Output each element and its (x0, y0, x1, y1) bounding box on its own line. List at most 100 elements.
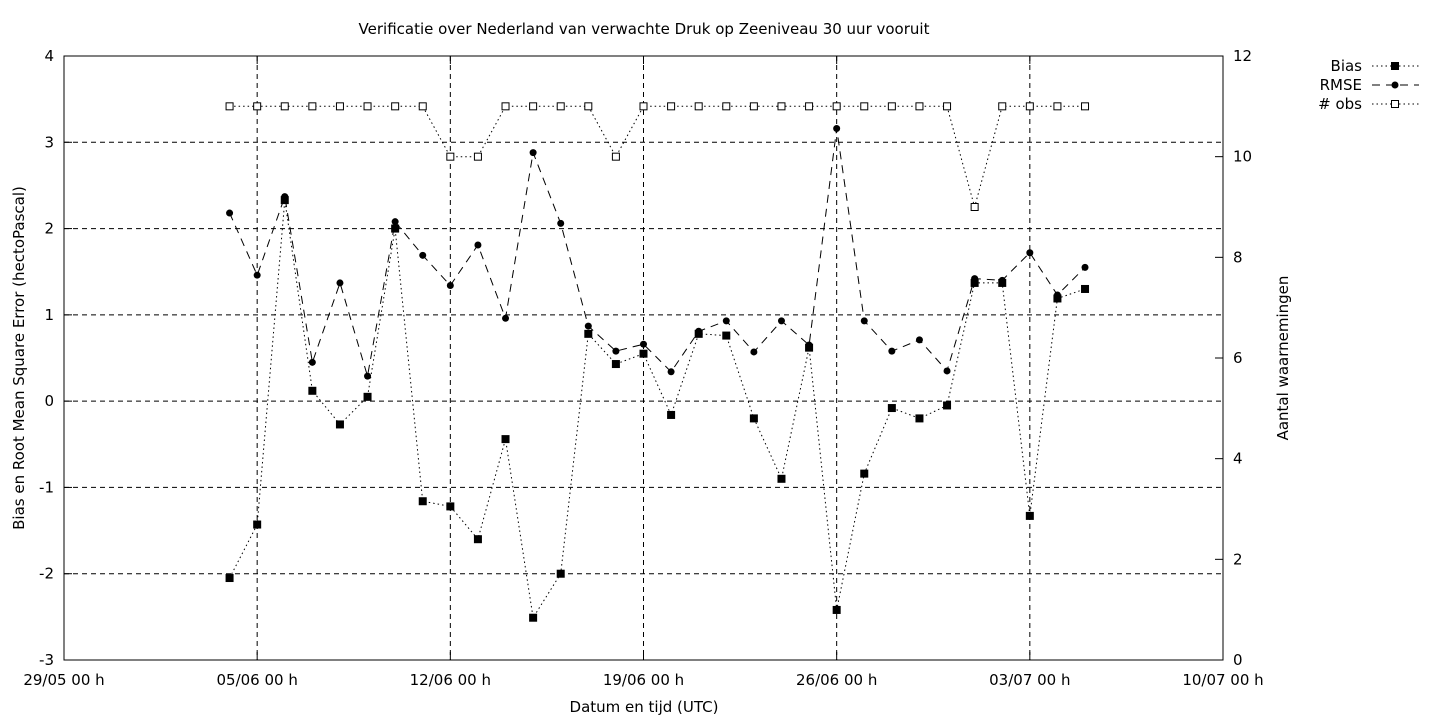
y-tick-label: 0 (44, 392, 54, 410)
rmse-point (419, 251, 427, 259)
legend-marker (1391, 100, 1399, 108)
x-tick-label: 05/06 00 h (216, 671, 297, 689)
y-tick-label: -1 (39, 478, 54, 496)
x-tick-label: 10/07 00 h (1182, 671, 1263, 689)
series-line-0 (229, 200, 1086, 620)
rmse-point (640, 340, 647, 348)
y2-tick-label: 12 (1233, 47, 1252, 65)
obs-point (280, 102, 289, 111)
obs-point (363, 102, 372, 111)
y-axis-label: Bias en Root Mean Square Error (hectoPas… (10, 186, 28, 530)
rmse-point (336, 279, 344, 287)
rmse-point (722, 317, 730, 325)
obs-point (335, 102, 344, 111)
y-tick-label: 1 (44, 306, 54, 324)
rmse-point (860, 317, 868, 325)
legend-label: Bias (1331, 57, 1363, 75)
obs-point (777, 102, 786, 111)
y-tick-label: -2 (39, 565, 54, 583)
rmse-point (281, 193, 289, 201)
rmse-point (474, 241, 482, 249)
bias-point (584, 329, 593, 338)
obs-point (225, 102, 234, 111)
obs-point (611, 152, 620, 161)
y2-tick-label: 4 (1233, 450, 1243, 468)
obs-point (805, 102, 814, 111)
obs-point (694, 102, 703, 111)
legend-label: RMSE (1320, 76, 1362, 94)
obs-point (446, 152, 455, 161)
rmse-point (253, 271, 261, 279)
bias-point (943, 401, 952, 410)
rmse-point (888, 347, 896, 355)
legend-marker (1391, 62, 1399, 70)
bias-point (308, 386, 317, 395)
obs-point (667, 102, 676, 111)
obs-point (418, 102, 427, 111)
rmse-point (695, 327, 703, 335)
legend-marker (1391, 81, 1399, 89)
rmse-point (502, 314, 510, 322)
bias-point (391, 224, 400, 233)
rmse-point (226, 209, 234, 217)
bias-point (473, 535, 482, 544)
bias-point (225, 574, 234, 583)
y2-tick-label: 6 (1233, 349, 1243, 367)
obs-point (584, 102, 593, 111)
rmse-point (750, 348, 758, 356)
x-axis-label: Datum en tijd (UTC) (570, 698, 719, 716)
obs-point (749, 102, 758, 111)
x-tick-label: 03/07 00 h (989, 671, 1070, 689)
y2-tick-label: 8 (1233, 248, 1243, 266)
rmse-point (998, 276, 1006, 284)
bias-point (915, 414, 924, 423)
bias-point (611, 360, 620, 369)
rmse-point (833, 124, 841, 132)
rmse-point (971, 275, 979, 283)
y-tick-label: 4 (44, 47, 54, 65)
bias-point (418, 497, 427, 506)
legend-label: # obs (1318, 95, 1362, 113)
rmse-point (1081, 263, 1089, 271)
bias-point (363, 392, 372, 401)
rmse-point (308, 358, 316, 366)
obs-point (970, 203, 979, 211)
rmse-point (364, 372, 372, 380)
rmse-point (529, 149, 537, 157)
bias-point (722, 331, 731, 340)
obs-point (1025, 102, 1034, 111)
series-lines (229, 105, 1086, 620)
rmse-point (391, 218, 399, 226)
rmse-point (446, 282, 454, 290)
bias-point (639, 349, 648, 358)
obs-point (639, 102, 648, 111)
rmse-point (667, 368, 675, 376)
obs-point (253, 102, 262, 111)
bias-point (887, 404, 896, 413)
rmse-point (612, 347, 620, 355)
x-tick-label: 29/05 00 h (23, 671, 104, 689)
bias-point (667, 410, 676, 419)
obs-point (308, 102, 317, 111)
rmse-point (915, 336, 923, 344)
y2-tick-label: 2 (1233, 550, 1243, 568)
rmse-point (805, 341, 813, 349)
obs-point (722, 102, 731, 111)
bias-point (749, 414, 758, 423)
bias-point (832, 605, 841, 614)
bias-point (335, 420, 344, 429)
y2-tick-label: 0 (1233, 651, 1243, 669)
bias-point (253, 520, 262, 529)
obs-point (887, 102, 896, 111)
grid-lines (64, 56, 1223, 660)
y-tick-label: 3 (44, 133, 54, 151)
rmse-point (557, 219, 565, 227)
obs-point (473, 152, 482, 161)
obs-point (501, 102, 510, 111)
rmse-point (1026, 249, 1034, 257)
series-line-2 (229, 105, 1085, 209)
bias-point (446, 502, 455, 511)
rmse-point (943, 367, 951, 375)
data-markers (225, 102, 1090, 622)
